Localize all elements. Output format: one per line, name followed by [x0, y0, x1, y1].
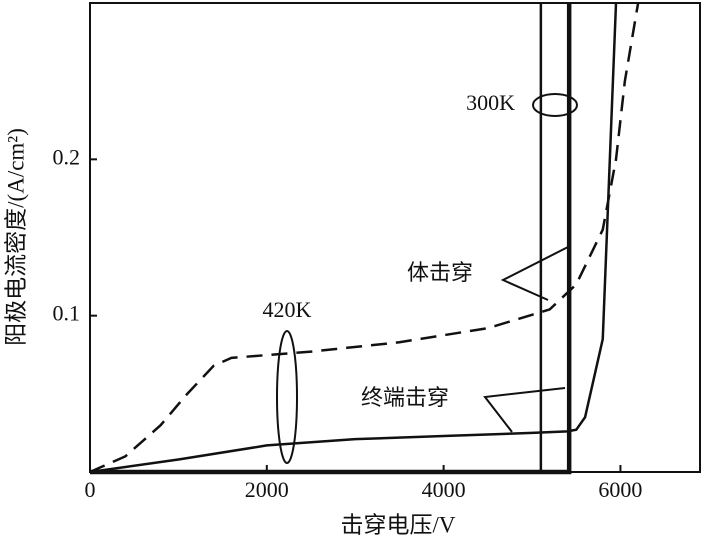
y-axis-title: 阳极电流密度/(A/cm²): [3, 128, 28, 346]
leader-line: [483, 387, 566, 433]
annotation: 300K: [466, 90, 515, 115]
leader-line: [500, 246, 569, 301]
x-tick-label: 6000: [598, 477, 642, 502]
data-line: [90, 3, 572, 475]
x-tick-label: 4000: [422, 477, 466, 502]
x-tick-label: 2000: [245, 477, 289, 502]
data-line: [89, 2, 640, 474]
annotation: 终端击穿: [361, 385, 449, 410]
annotation: 420K: [263, 297, 312, 322]
x-tick-label: 0: [85, 477, 96, 502]
x-axis-title: 击穿电压/V: [341, 512, 456, 537]
y-tick-label: 0.1: [53, 301, 81, 326]
y-tick-label: 0.2: [53, 144, 81, 169]
ellipse: [276, 330, 298, 464]
data-line: [90, 3, 543, 474]
annotation: 体击穿: [407, 260, 473, 285]
ellipse: [532, 93, 578, 117]
annotation-shapes: [276, 93, 578, 464]
data-line: [89, 2, 618, 474]
